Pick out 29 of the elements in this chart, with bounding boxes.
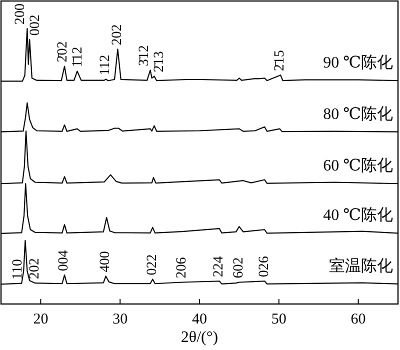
series-label: 60 ℃陈化 (323, 156, 393, 175)
annotation: 206 (174, 257, 190, 278)
x-tick-label: 30 (112, 312, 128, 328)
annotation: 202 (110, 24, 125, 46)
annotation: 112 (98, 54, 114, 76)
annotation: 202 (27, 258, 42, 280)
annotation: 200 (13, 4, 28, 25)
annotation: 110 (10, 259, 26, 280)
annotation: 3̄12 (136, 45, 152, 66)
annotation: 1̄12 (70, 46, 86, 68)
x-axis-title: 2θ/(°) (180, 329, 218, 346)
annotation: 002 (28, 14, 44, 36)
annotation: 224 (212, 256, 227, 278)
annotation: 2̄15 (272, 50, 288, 72)
series-label: 90 ℃陈化 (323, 54, 393, 72)
annotation: 602 (231, 257, 246, 278)
x-tick-label: 50 (271, 312, 286, 328)
annotation: 022 (144, 254, 160, 276)
x-tick-label: 20 (33, 312, 48, 328)
x-tick-label: 40 (192, 312, 207, 328)
annotation: 026 (256, 256, 272, 278)
series-label: 80 ℃陈化 (323, 104, 393, 123)
annotation: 2̄02 (56, 41, 71, 62)
annotation: 400 (98, 251, 114, 272)
annotation: 2̄13 (152, 51, 167, 72)
series-label: 40 ℃陈化 (323, 206, 393, 224)
x-tick-label: 60 (350, 312, 366, 328)
annotation: 004 (56, 250, 72, 272)
series-label: 室温陈化 (329, 256, 393, 275)
